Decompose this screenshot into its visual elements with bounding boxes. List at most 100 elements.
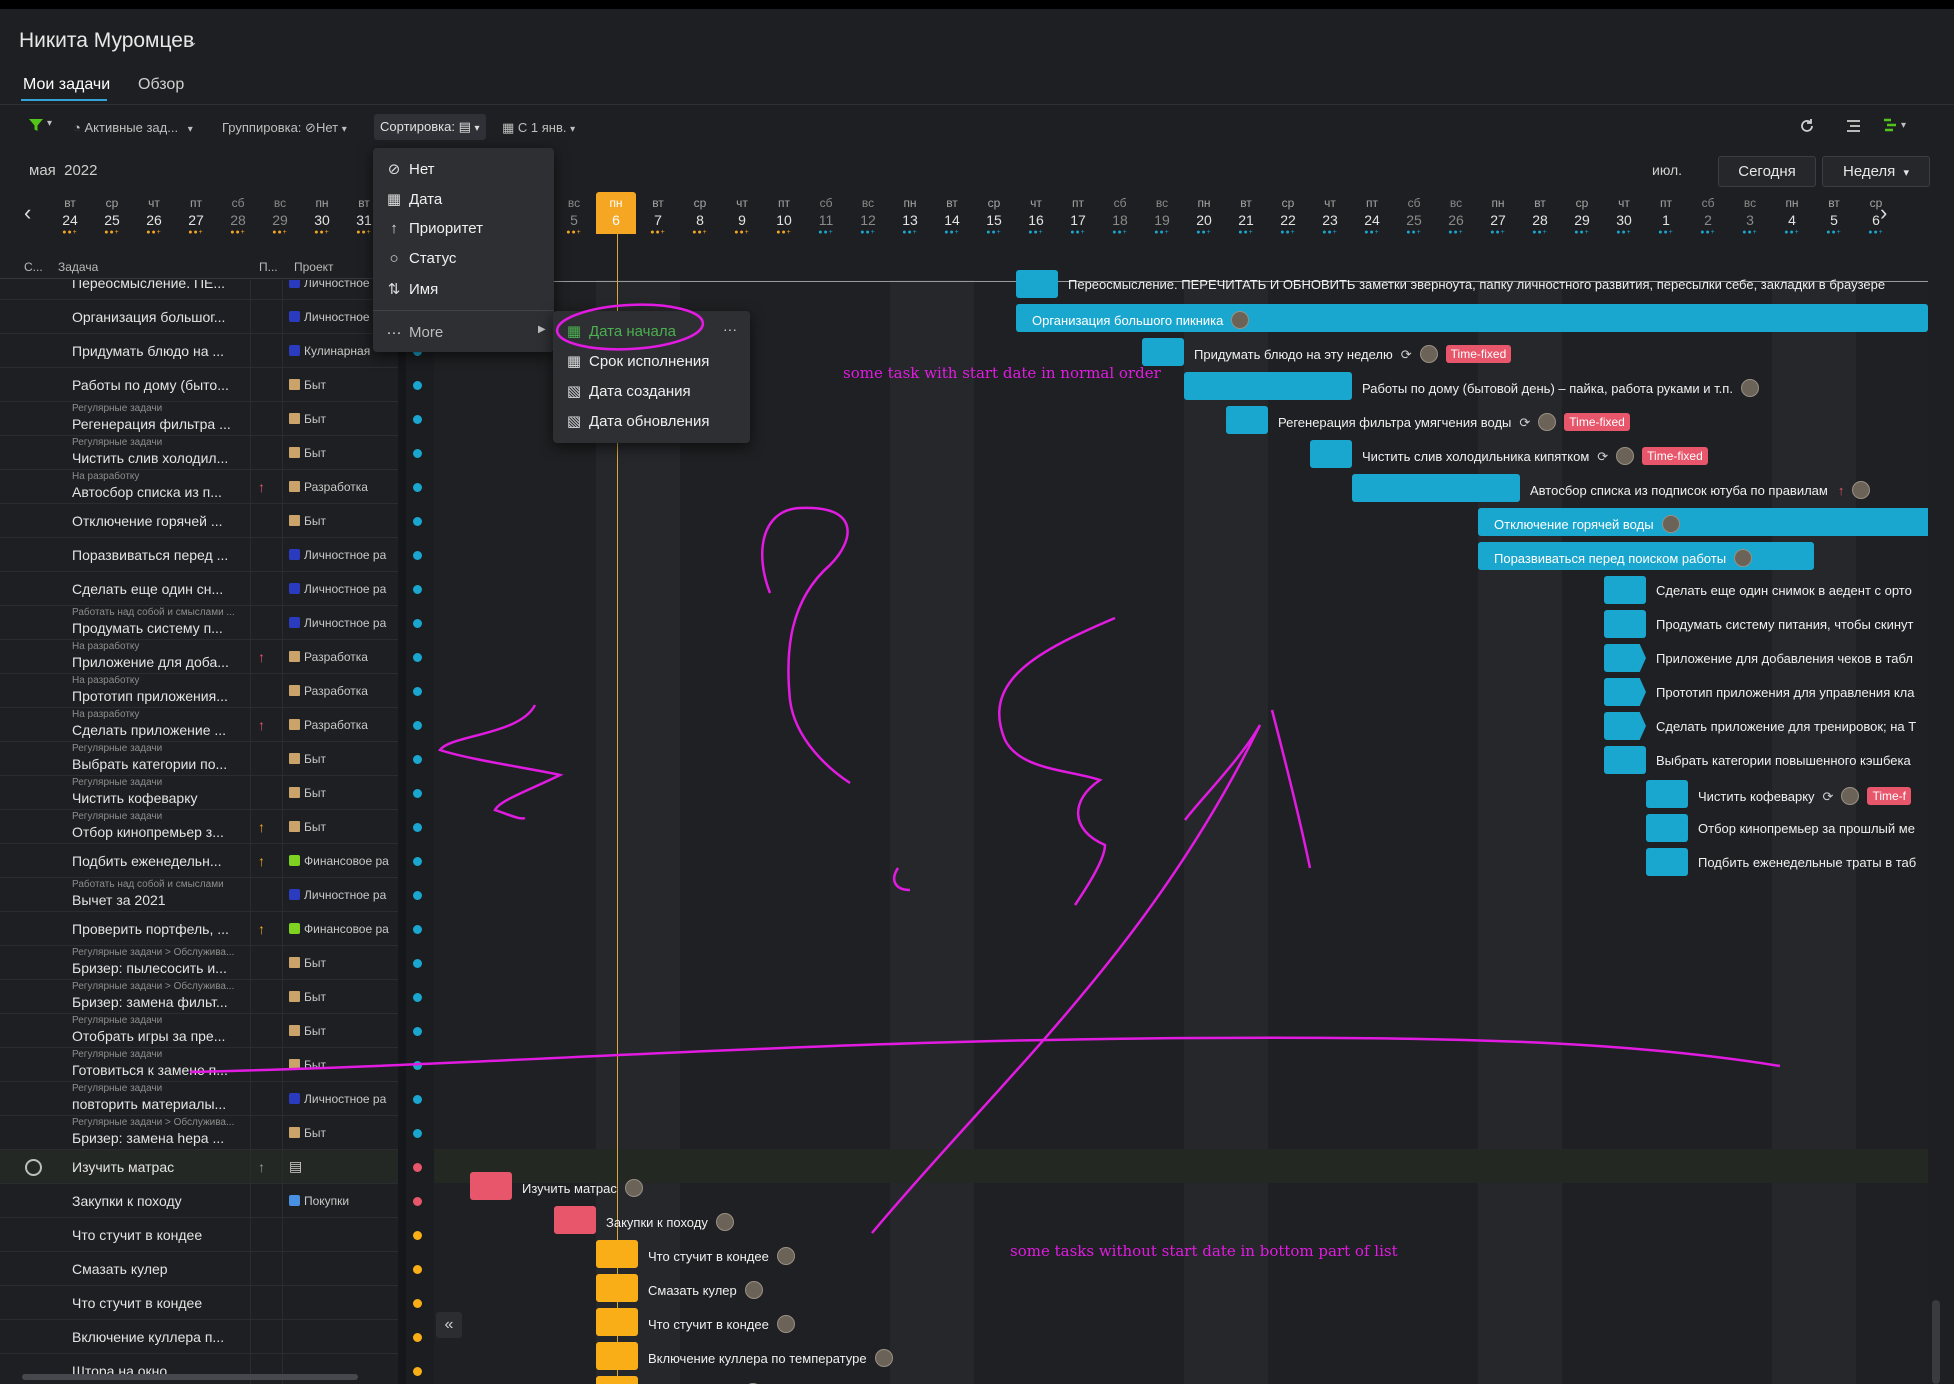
bar-label[interactable]: Переосмысление. ПЕРЕЧИТАТЬ И ОБНОВИТЬ за…	[1068, 277, 1885, 292]
day-cell[interactable]: ср 6 ●●+	[1856, 196, 1896, 237]
table-row[interactable]: Что стучит в кондее	[0, 1286, 398, 1320]
task-project[interactable]: Быт	[289, 752, 397, 766]
task-title[interactable]: Приложение для доба...	[72, 654, 229, 670]
task-title[interactable]: Чистить слив холодил...	[72, 450, 229, 466]
day-cell[interactable]: сб 25 ●●+	[1394, 196, 1434, 237]
task-title[interactable]: Прототип приложения...	[72, 688, 228, 704]
sort-option-start-date[interactable]: ▦ Дата начала	[565, 322, 676, 340]
task-title[interactable]: Регенерация фильтра ...	[72, 416, 231, 432]
day-cell[interactable]: пн 13 ●●+	[890, 196, 930, 237]
priority-arrow-icon[interactable]: ↑	[258, 479, 265, 495]
avatar[interactable]	[1538, 413, 1557, 431]
avatar[interactable]	[1734, 549, 1753, 567]
gantt-bar[interactable]	[1604, 678, 1646, 706]
priority-arrow-icon[interactable]: ↑	[258, 819, 265, 835]
bar-label[interactable]: Что стучит в кондее	[648, 1315, 795, 1333]
column-task[interactable]: Задача	[58, 260, 99, 274]
priority-arrow-icon[interactable]: ↑	[258, 853, 265, 869]
task-project[interactable]: Личностное	[289, 310, 397, 324]
table-row[interactable]: Регулярные задачи Выбрать категории по..…	[0, 742, 398, 776]
task-title[interactable]: Сделать приложение ...	[72, 722, 227, 738]
task-project[interactable]: Личностное ра	[289, 548, 397, 562]
task-title[interactable]: Вычет за 2021	[72, 892, 166, 908]
table-row[interactable]: Работы по дому (быто... Быт	[0, 368, 398, 402]
priority-arrow-icon[interactable]: ↑	[258, 649, 265, 665]
table-row[interactable]: Отключение горячей ... Быт	[0, 504, 398, 538]
user-name[interactable]: Никита Муромцев	[19, 29, 195, 52]
bar-label[interactable]: Изучить матрас	[522, 1179, 643, 1197]
day-cell[interactable]: вс 19 ●●+	[1142, 196, 1182, 237]
sort-option-more[interactable]: ··· More ▶	[385, 324, 546, 341]
bar-label[interactable]: Продумать систему питания, чтобы скинут	[1656, 617, 1914, 632]
task-project[interactable]: Быт	[289, 412, 397, 426]
task-project[interactable]: Быт	[289, 956, 397, 970]
table-row[interactable]: Регулярные задачи > Обслужива... Бризер:…	[0, 980, 398, 1014]
bar-label[interactable]: Работы по дому (бытовой день) – пайка, р…	[1362, 379, 1759, 397]
gantt-bar[interactable]	[1478, 542, 1814, 570]
task-title[interactable]: Организация большог...	[72, 309, 226, 325]
task-title[interactable]: Отбор кинопремьер з...	[72, 824, 224, 840]
sort-option-status[interactable]: ○ Статус	[385, 250, 456, 267]
sort-option-date[interactable]: ▦ Дата	[385, 190, 442, 208]
bar-label[interactable]: Сделать приложение для тренировок; на Т	[1656, 719, 1916, 734]
task-title[interactable]: Изучить матрас	[72, 1159, 175, 1175]
day-cell[interactable]: вт 7 ●●+	[638, 196, 678, 237]
horizontal-scrollbar-thumb[interactable]	[22, 1374, 358, 1380]
table-row[interactable]: Регулярные задачи Чистить кофеварку Быт	[0, 776, 398, 810]
table-row[interactable]: Организация большог... Личностное	[0, 300, 398, 334]
table-row[interactable]: Проверить портфель, ... ↑ Финансовое ра	[0, 912, 398, 946]
bar-label[interactable]: Чистить кофеварку ⟳ Time-f	[1698, 787, 1911, 805]
gantt-bar[interactable]	[1646, 780, 1688, 808]
column-project[interactable]: Проект	[294, 260, 334, 274]
task-title[interactable]: Бризер: пылесосить и...	[72, 960, 227, 976]
table-row[interactable]: Переосмысление. ПЕ... Личностное	[0, 280, 398, 300]
table-row[interactable]: На разработку Автосбор списка из п... ↑ …	[0, 470, 398, 504]
task-project[interactable]: Быт	[289, 786, 397, 800]
tab-overview[interactable]: Обзор	[138, 76, 185, 93]
table-row[interactable]: Включение куллера п...	[0, 1320, 398, 1354]
note-icon[interactable]: ▤	[289, 1158, 303, 1174]
task-title[interactable]: Отключение горячей ...	[72, 513, 223, 529]
task-project[interactable]: Быт	[289, 446, 397, 460]
bar-label[interactable]: Выбрать категории повышенного кэшбека	[1656, 753, 1911, 768]
priority-arrow-icon[interactable]: ↑	[258, 921, 265, 937]
table-row[interactable]: Подбить еженедельн... ↑ Финансовое ра	[0, 844, 398, 878]
task-title[interactable]: Поразвиваться перед ...	[72, 547, 229, 563]
avatar[interactable]	[744, 1281, 763, 1299]
vertical-scrollbar[interactable]	[1928, 250, 1954, 1384]
priority-arrow-icon[interactable]: ↑	[258, 717, 265, 733]
gantt-bar[interactable]	[470, 1172, 512, 1200]
table-row[interactable]: Регулярные задачи Отобрать игры за пре..…	[0, 1014, 398, 1048]
bar-label[interactable]: Автосбор списка из подписок ютуба по пра…	[1530, 481, 1871, 499]
avatar[interactable]	[1419, 345, 1438, 363]
task-title[interactable]: повторить материалы...	[72, 1096, 227, 1112]
gantt-bar[interactable]	[1184, 372, 1352, 400]
table-row[interactable]: Закупки к походу Покупки	[0, 1184, 398, 1218]
day-cell[interactable]: пт 24 ●●+	[1352, 196, 1392, 237]
chevron-left-icon[interactable]: ‹	[24, 200, 32, 225]
task-project[interactable]: Разработка	[289, 718, 397, 732]
table-row[interactable]: Регулярные задачи Чистить слив холодил..…	[0, 436, 398, 470]
task-project[interactable]: Личностное ра	[289, 582, 397, 596]
task-project[interactable]: Личностное	[289, 280, 397, 290]
table-row[interactable]: На разработку Приложение для доба... ↑ Р…	[0, 640, 398, 674]
table-row[interactable]: Смазать кулер	[0, 1252, 398, 1286]
task-title[interactable]: Бризер: замена фильт...	[72, 994, 228, 1010]
day-cell[interactable]: вс 12 ●●+	[848, 196, 888, 237]
day-cell[interactable]: вт 28 ●●+	[1520, 196, 1560, 237]
sort-option-name[interactable]: ⇅ Имя	[385, 280, 439, 298]
bar-label[interactable]: Отбор кинопремьер за прошлый ме	[1698, 821, 1915, 836]
gantt-bar[interactable]	[596, 1308, 638, 1336]
day-cell[interactable]: сб 28 ●●+	[218, 196, 258, 237]
task-project[interactable]: Разработка	[289, 650, 397, 664]
task-project[interactable]: Кулинарная	[289, 344, 397, 358]
table-row[interactable]: На разработку Прототип приложения... Раз…	[0, 674, 398, 708]
avatar[interactable]	[1740, 379, 1759, 397]
day-cell[interactable]: ср 22 ●●+	[1268, 196, 1308, 237]
gantt-bar[interactable]	[596, 1274, 638, 1302]
task-project[interactable]: Быт	[289, 378, 397, 392]
avatar[interactable]	[1841, 787, 1860, 805]
gantt-bar[interactable]	[1226, 406, 1268, 434]
scale-select[interactable]: Неделя ▾	[1822, 156, 1930, 187]
day-cell[interactable]: ср 29 ●●+	[1562, 196, 1602, 237]
